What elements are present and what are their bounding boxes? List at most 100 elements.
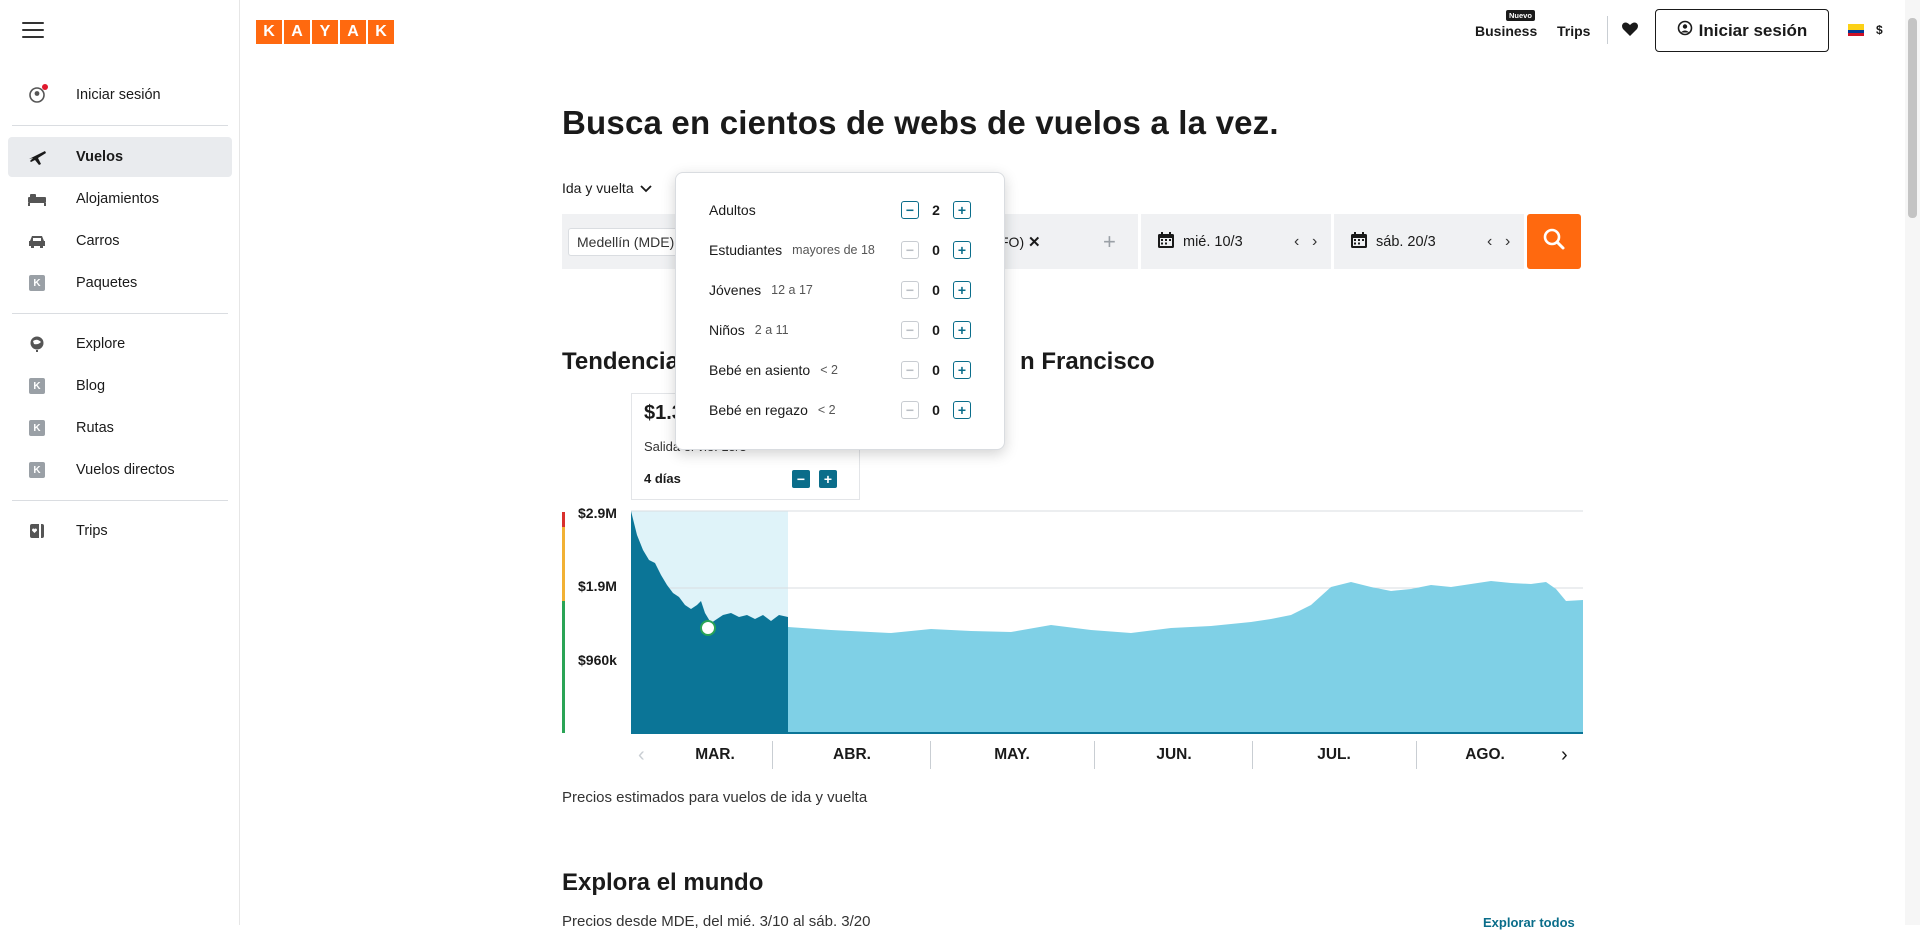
- month-label[interactable]: MAY.: [994, 746, 1030, 763]
- sidebar-item-label: Carros: [76, 233, 120, 249]
- passenger-count: 2: [932, 202, 940, 218]
- explore-all-link[interactable]: Explorar todos: [1483, 915, 1575, 930]
- month-label[interactable]: JUL.: [1317, 746, 1351, 763]
- sidebar-item-trips[interactable]: Trips: [8, 511, 232, 551]
- logo-letter: K: [368, 20, 394, 44]
- increase-days-button[interactable]: +: [819, 470, 837, 488]
- add-destination-icon[interactable]: +: [1103, 228, 1116, 254]
- calendar-icon: [1350, 231, 1368, 253]
- kayak-logo[interactable]: K A Y A K: [256, 20, 396, 44]
- passenger-selector-popup: Adultos −2 + Estudiantes mayores de 18 −0…: [675, 172, 1005, 450]
- y-tick-label: $2.9M: [578, 505, 617, 521]
- y-tick-label: $1.9M: [578, 578, 617, 594]
- month-separator: [1252, 741, 1253, 769]
- remove-destination-icon[interactable]: ✕: [1028, 233, 1041, 251]
- depart-date-value: mié. 10/3: [1183, 233, 1243, 250]
- notification-dot: [42, 84, 48, 90]
- search-button[interactable]: [1527, 214, 1581, 269]
- price-note: Precios estimados para vuelos de ida y v…: [562, 789, 868, 806]
- decrease-button[interactable]: −: [901, 321, 919, 339]
- chevron-left-icon[interactable]: ‹: [1294, 232, 1300, 250]
- passenger-label: Estudiantes: [709, 242, 783, 258]
- kayak-k-icon: K: [26, 459, 48, 481]
- increase-button[interactable]: +: [953, 201, 971, 219]
- colombia-flag-icon[interactable]: [1848, 24, 1864, 36]
- month-label[interactable]: JUN.: [1156, 746, 1192, 763]
- car-icon: [26, 230, 48, 252]
- increase-button[interactable]: +: [953, 401, 971, 419]
- chevron-left-icon[interactable]: ‹: [1487, 232, 1493, 250]
- destination-chip: FO): [1000, 233, 1025, 250]
- decrease-button[interactable]: −: [901, 241, 919, 259]
- chevron-right-icon[interactable]: ›: [1505, 232, 1511, 250]
- passenger-label: Adultos: [709, 202, 756, 218]
- sidebar-item-direct-flights[interactable]: K Vuelos directos: [8, 450, 232, 490]
- nuevo-badge: Nuevo: [1506, 10, 1535, 21]
- increase-button[interactable]: +: [953, 361, 971, 379]
- passenger-count: 0: [932, 322, 940, 338]
- sidebar-item-label: Alojamientos: [76, 191, 160, 207]
- hamburger-menu-icon[interactable]: [22, 22, 44, 40]
- trip-type-selector[interactable]: Ida y vuelta: [562, 180, 652, 196]
- user-circle-icon: [26, 84, 48, 106]
- month-separator: [1416, 741, 1417, 769]
- selected-point-marker[interactable]: [700, 620, 716, 636]
- business-link[interactable]: Nuevo Business: [1475, 10, 1545, 42]
- decrease-button[interactable]: −: [901, 401, 919, 419]
- chevron-right-icon[interactable]: ›: [1312, 232, 1318, 250]
- scrollbar-thumb[interactable]: [1908, 18, 1917, 218]
- passenger-label: Niños: [709, 322, 745, 338]
- passenger-row-infant-seat: Bebé en asiento < 2 −0 +: [709, 358, 971, 382]
- scrollbar[interactable]: [1905, 0, 1920, 925]
- return-date-value: sáb. 20/3: [1376, 233, 1436, 250]
- chevron-left-icon[interactable]: ‹: [638, 744, 645, 766]
- passenger-count: 0: [932, 362, 940, 378]
- passenger-label: Bebé en asiento: [709, 362, 811, 378]
- sidebar-item-stays[interactable]: Alojamientos: [8, 179, 232, 219]
- passenger-sub: < 2: [817, 403, 836, 417]
- trips-link[interactable]: Trips: [1557, 23, 1591, 39]
- month-separator: [772, 741, 773, 769]
- month-label[interactable]: ABR.: [833, 746, 871, 763]
- kayak-k-icon: K: [26, 375, 48, 397]
- month-label[interactable]: MAR.: [695, 746, 735, 763]
- sidebar-item-routes[interactable]: K Rutas: [8, 408, 232, 448]
- sidebar-item-label: Vuelos: [76, 149, 124, 165]
- calendar-icon: [1157, 231, 1175, 253]
- sidebar-item-flights[interactable]: Vuelos: [8, 137, 232, 177]
- currency-label[interactable]: $: [1876, 23, 1883, 37]
- sidebar-divider: [12, 500, 228, 501]
- sidebar-item-label: Blog: [76, 378, 106, 394]
- decrease-button[interactable]: −: [901, 281, 919, 299]
- sidebar-item-login[interactable]: Iniciar sesión: [8, 75, 232, 115]
- sidebar-item-label: Rutas: [76, 420, 114, 436]
- depart-date-field[interactable]: mié. 10/3 ‹ ›: [1141, 214, 1331, 269]
- sidebar-item-packages[interactable]: K Paquetes: [8, 263, 232, 303]
- return-date-field[interactable]: sáb. 20/3 ‹ ›: [1334, 214, 1524, 269]
- increase-button[interactable]: +: [953, 281, 971, 299]
- page-title: Busca en cientos de webs de vuelos a la …: [562, 104, 1279, 141]
- search-icon: [1542, 227, 1566, 256]
- decrease-button[interactable]: −: [901, 361, 919, 379]
- decrease-button[interactable]: −: [901, 201, 919, 219]
- decrease-days-button[interactable]: −: [792, 470, 810, 488]
- login-button[interactable]: Iniciar sesión: [1655, 9, 1829, 52]
- price-trend-chart[interactable]: [631, 505, 1583, 735]
- sidebar-item-label: Vuelos directos: [76, 462, 175, 478]
- increase-button[interactable]: +: [953, 241, 971, 259]
- trends-title-left: Tendencia: [562, 348, 679, 375]
- increase-button[interactable]: +: [953, 321, 971, 339]
- chevron-right-icon[interactable]: ›: [1561, 744, 1568, 766]
- heart-icon[interactable]: [1621, 21, 1639, 42]
- passenger-row-children: Niños 2 a 11 −0 +: [709, 318, 971, 342]
- sidebar-item-cars[interactable]: Carros: [8, 221, 232, 261]
- passenger-row-youths: Jóvenes 12 a 17 −0 +: [709, 278, 971, 302]
- user-circle-icon: [1677, 20, 1693, 41]
- sidebar-item-blog[interactable]: K Blog: [8, 366, 232, 406]
- bed-icon: [26, 188, 48, 210]
- sidebar-item-explore[interactable]: Explore: [8, 324, 232, 364]
- trips-icon: [26, 520, 48, 542]
- sidebar: Iniciar sesión Vuelos Alojamientos Carro…: [0, 0, 240, 925]
- month-label[interactable]: AGO.: [1465, 746, 1505, 763]
- globe-icon: [26, 333, 48, 355]
